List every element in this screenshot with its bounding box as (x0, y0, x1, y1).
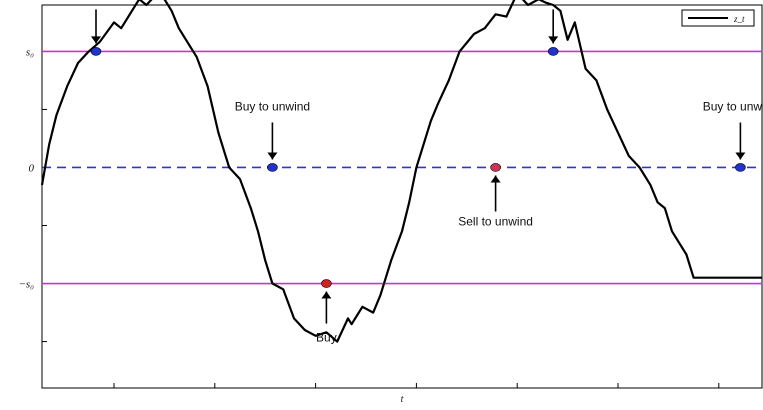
annotation-arrowhead (490, 175, 501, 183)
annotation-arrowhead (548, 36, 559, 44)
signal-marker (267, 163, 278, 172)
signal-marker (735, 163, 746, 172)
x-axis-label: t (401, 394, 404, 405)
annotation-label: Buy to unwind (703, 99, 763, 113)
legend-label: z_t (733, 14, 745, 24)
annotation-arrowhead (735, 152, 746, 160)
annotation-arrowhead (267, 152, 278, 160)
annotation-arrowhead (321, 291, 332, 299)
annotation-label: Buy to unwind (235, 99, 310, 113)
signal-marker (90, 47, 102, 56)
signal-marker (547, 47, 559, 56)
y-tick-label: s₀ (26, 46, 34, 58)
series-line (40, 0, 762, 343)
annotation-label: Buy (316, 331, 337, 345)
signal-marker (490, 163, 501, 172)
y-tick-label: −s₀ (18, 279, 34, 291)
annotation-arrowhead (91, 36, 101, 44)
signal-marker (321, 279, 332, 288)
plot-frame (41, 4, 763, 389)
y-tick-label: 0 (29, 162, 35, 174)
annotation-label: Sell to unwind (458, 214, 533, 228)
